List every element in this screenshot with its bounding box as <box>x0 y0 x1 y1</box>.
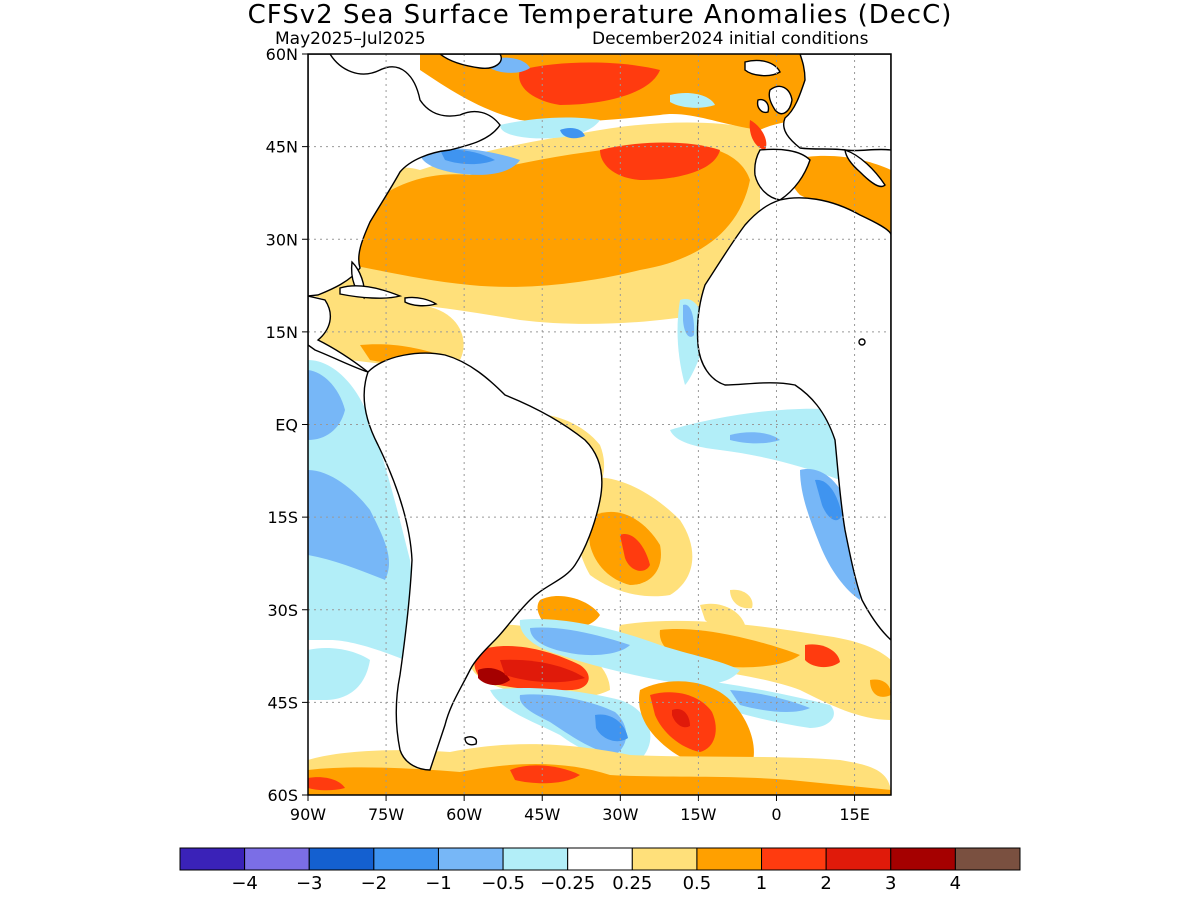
lat-tick-label: 30S <box>267 601 298 620</box>
colorbar-swatch <box>502 847 569 871</box>
colorbar-swatch <box>373 847 439 871</box>
map-gridlines <box>308 54 891 795</box>
lon-tick-label: 15W <box>680 805 716 824</box>
colorbar-swatch <box>179 847 246 871</box>
lat-tick-label: 15N <box>266 323 298 342</box>
colorbar: −4 −3 −2 −1 −0.5 −0.25 0.25 0.5 1 2 3 4 <box>179 847 1021 894</box>
colorbar-swatch <box>696 847 763 871</box>
lat-tick-label: 30N <box>266 230 298 249</box>
lon-tick-label: 0 <box>771 805 781 824</box>
colorbar-swatch <box>437 847 504 871</box>
colorbar-label: 1 <box>756 873 767 894</box>
colorbar-swatch <box>244 847 310 871</box>
lon-tick-label: 30W <box>602 805 638 824</box>
colorbar-swatch <box>825 847 892 871</box>
colorbar-label: −4 <box>231 873 258 894</box>
lat-tick-label: 60S <box>267 786 298 805</box>
colorbar-label: −0.5 <box>481 873 525 894</box>
colorbar-label: 4 <box>950 873 961 894</box>
forecast-period: May2025–Jul2025 <box>275 29 426 49</box>
colorbar-label: −3 <box>296 873 323 894</box>
colorbar-swatch <box>761 847 827 871</box>
lat-tick-label: 45S <box>267 693 298 712</box>
lon-tick-label: 90W <box>290 805 326 824</box>
lat-tick-label: EQ <box>275 416 298 435</box>
colorbar-label: 0.5 <box>683 873 712 894</box>
colorbar-swatch <box>890 847 956 871</box>
colorbar-swatch <box>631 847 698 871</box>
lat-tick-label: 60N <box>266 45 298 64</box>
lon-tick-label: 45W <box>524 805 560 824</box>
colorbar-swatch <box>567 847 633 871</box>
lat-tick-label: 45N <box>266 138 298 157</box>
lat-tick-label: 15S <box>267 508 298 527</box>
colorbar-label: −2 <box>361 873 388 894</box>
colorbar-label: 2 <box>820 873 831 894</box>
colorbar-label: 3 <box>885 873 896 894</box>
initial-conditions: December2024 initial conditions <box>592 29 869 49</box>
lon-tick-label: 75W <box>368 805 404 824</box>
chart-title: CFSv2 Sea Surface Temperature Anomalies … <box>247 0 953 30</box>
colorbar-label: −1 <box>425 873 452 894</box>
map-axes: 90W 75W 60W 45W 30W 15W 0 15E 60N 45N 30N 15N EQ 15S 3… <box>266 45 870 824</box>
colorbar-swatch <box>954 847 1021 871</box>
colorbar-swatch <box>308 847 375 871</box>
colorbar-label: −0.25 <box>540 873 595 894</box>
lon-tick-label: 60W <box>446 805 482 824</box>
lon-tick-label: 15E <box>839 805 869 824</box>
colorbar-label: 0.25 <box>612 873 652 894</box>
